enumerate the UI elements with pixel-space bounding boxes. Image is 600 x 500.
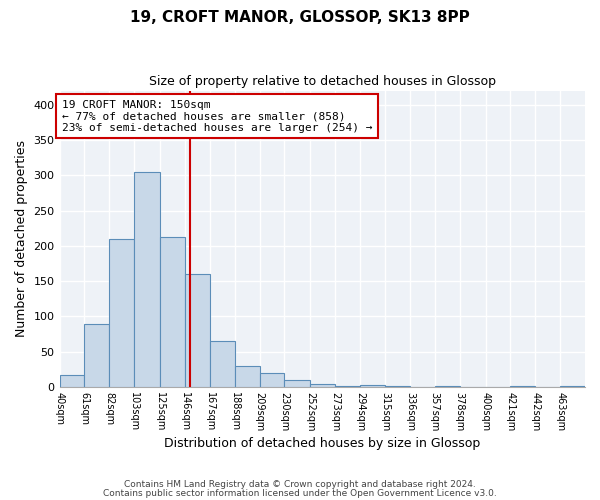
Bar: [385, 386, 410, 387]
Bar: [360, 385, 385, 387]
Y-axis label: Number of detached properties: Number of detached properties: [15, 140, 28, 338]
Bar: [85, 324, 109, 387]
Bar: [511, 386, 535, 387]
Bar: [185, 274, 210, 387]
Bar: [210, 341, 235, 387]
Title: Size of property relative to detached houses in Glossop: Size of property relative to detached ho…: [149, 75, 496, 88]
Bar: [235, 366, 260, 387]
Text: 19 CROFT MANOR: 150sqm
← 77% of detached houses are smaller (858)
23% of semi-de: 19 CROFT MANOR: 150sqm ← 77% of detached…: [62, 100, 373, 133]
Bar: [260, 373, 284, 387]
Bar: [434, 386, 460, 387]
Bar: [134, 172, 160, 387]
Bar: [310, 384, 335, 387]
Bar: [160, 236, 185, 387]
Bar: [335, 386, 360, 387]
Bar: [284, 380, 310, 387]
X-axis label: Distribution of detached houses by size in Glossop: Distribution of detached houses by size …: [164, 437, 481, 450]
Text: Contains public sector information licensed under the Open Government Licence v3: Contains public sector information licen…: [103, 488, 497, 498]
Text: 19, CROFT MANOR, GLOSSOP, SK13 8PP: 19, CROFT MANOR, GLOSSOP, SK13 8PP: [130, 10, 470, 25]
Bar: [59, 375, 85, 387]
Text: Contains HM Land Registry data © Crown copyright and database right 2024.: Contains HM Land Registry data © Crown c…: [124, 480, 476, 489]
Bar: [109, 239, 134, 387]
Bar: [560, 386, 585, 387]
